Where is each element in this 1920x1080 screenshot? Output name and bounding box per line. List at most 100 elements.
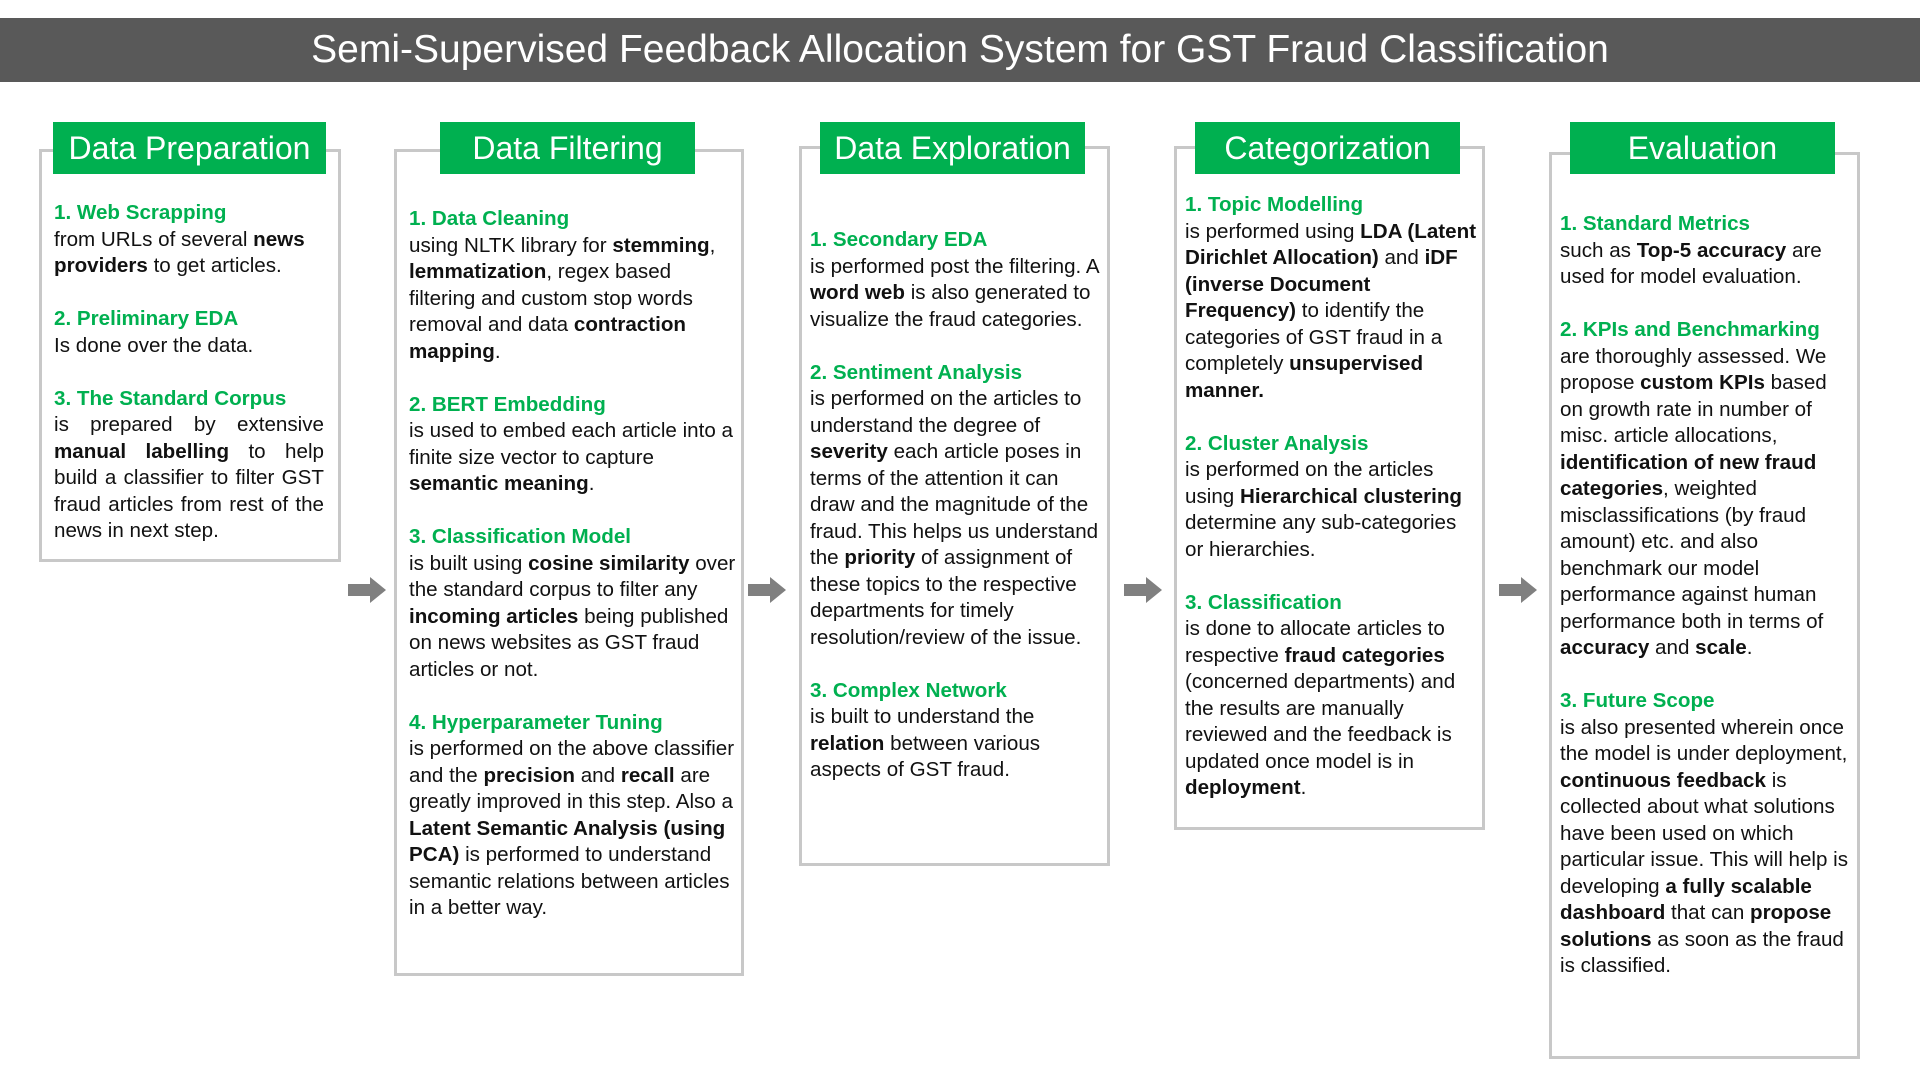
section-text-bold: scale [1695,636,1747,659]
section-text-bold: contraction mapping [409,313,686,363]
stage-section: 3. Classification Model is built using co… [409,524,739,683]
stage-body-categorization: 1. Topic Modelling is performed using LDA… [1185,192,1480,802]
section-text-bold: Latent Semantic Analysis (using PCA) [409,816,726,867]
section-text-bold: news providers [54,227,305,278]
section-text-run: is also presented wherein once the model… [1560,715,1848,766]
title-bar: Semi-Supervised Feedback Allocation Syst… [0,18,1920,82]
section-text-run: is collected about what solutions have b… [1560,768,1849,898]
section-text-run: over the standard corpus to filter any [409,551,736,602]
section-text-bold: Top-5 accuracy [1636,238,1787,262]
arrow-right-icon [348,577,386,603]
section-text-bold: severity [810,440,888,463]
section-text-run: of assignment of these topics to the res… [810,546,1082,649]
section-text-bold: word web [810,281,905,304]
section-text-bold: fraud categories [1284,643,1445,667]
section-text-bold: propose solutions [1560,901,1832,951]
stage-section: 2. Sentiment Analysis is performed on the… [810,360,1102,652]
section-title: 3. Classification [1185,590,1342,614]
section-text: is built to understand the relation betw… [810,704,1102,784]
stage-section: 2. Cluster Analysis is performed on the a… [1185,431,1480,564]
section-text-run: such as [1560,238,1637,262]
section-text-run: to identify the categories of GST fraud … [1185,299,1443,375]
section-text-run: to get articles. [147,254,282,277]
section-text-bold: Hierarchical clustering [1239,484,1463,508]
section-text-bold: priority [844,546,916,569]
section-title: 3. Complex Network [810,678,1007,702]
section-text-run: based on growth rate in number of misc. … [1560,371,1827,447]
section-text-run: are greatly improved in this step. Also … [409,763,733,814]
section-text-bold: LDA (Latent Dirichlet Allocation) [1185,219,1477,270]
stage-card-evaluation [1549,152,1860,1059]
section-title: 4. Hyperparameter Tuning [409,710,663,734]
stage-section: 3. Future Scope is also presented wherein… [1560,688,1850,980]
stage-section: 2. Preliminary EDA Is done over the data. [54,306,324,359]
section-text: is performed on the articles using Hiera… [1185,457,1480,563]
stage-section: 2. KPIs and Benchmarking are thoroughly a… [1560,317,1850,662]
section-text: is performed on the articles to understa… [810,386,1102,651]
section-text-bold: iDF (inverse Document Frequency) [1185,246,1458,322]
stage-section: 1. Secondary EDA is performed post the fi… [810,227,1102,333]
stage-section: 2. BERT Embedding is used to embed each a… [409,392,739,498]
stage-section: 1. Standard Metrics such as Top-5 accurac… [1560,211,1850,291]
section-text-bold: precision [483,763,575,787]
section-text-run: are used for model evaluation. [1560,238,1822,289]
section-text: are thoroughly assessed. We propose cust… [1560,344,1850,662]
section-title: 3. The Standard Corpus [54,386,287,410]
section-text-run: determine any sub-categories or hierarch… [1185,511,1457,561]
section-text-bold: cosine similarity [528,551,690,575]
section-text: is built using cosine similarity over th… [409,551,739,684]
section-text-run: . [588,472,595,495]
section-text-run: is used to embed each article into a fin… [409,419,733,469]
section-text-run: is performed post the filtering. A [810,254,1099,278]
section-text-run: between various aspects of GST fraud. [810,731,1041,782]
stage-heading-data-preparation: Data Preparation [53,122,326,174]
section-title: 1. Data Cleaning [409,207,570,230]
section-text-run: is prepared by extensive [54,413,324,436]
stage-card-data-exploration [799,146,1110,866]
stage-heading-data-exploration: Data Exploration [820,122,1085,174]
section-text-bold: lemmatization [409,260,547,283]
section-title: 1. Topic Modelling [1185,193,1364,216]
section-title: 2. Cluster Analysis [1185,431,1369,455]
stage-heading-categorization: Categorization [1195,122,1460,174]
section-text: is performed using LDA (Latent Dirichlet… [1185,219,1480,405]
section-title: 3. Classification Model [409,525,632,548]
section-title: 2. KPIs and Benchmarking [1560,318,1820,341]
section-text: is prepared by extensive manual labellin… [54,412,324,545]
section-text-bold: relation [810,731,885,755]
stage-body-data-preparation: 1. Web Scrapping from URLs of several new… [54,200,324,545]
stage-section: 3. The Standard Corpus is prepared by ext… [54,386,324,545]
section-text-run: , regex based filtering and custom stop … [409,260,693,336]
section-text-bold: custom KPIs [1640,371,1765,394]
section-text: Is done over the data. [54,333,324,360]
section-text-run: is performed using [1185,219,1361,243]
stage-body-evaluation: 1. Standard Metrics such as Top-5 accurac… [1560,211,1850,980]
section-text-run: is built to understand the [810,705,1035,728]
section-text-run: , weighted misclassifications (by fraud … [1560,477,1824,633]
stage-body-data-exploration: 1. Secondary EDA is performed post the fi… [810,227,1102,784]
section-text-run: using NLTK library for [409,233,613,257]
section-text-bold: identification of new fraud categories [1560,450,1817,501]
arrow-right-icon [748,577,786,603]
section-text-bold: semantic meaning [409,472,589,495]
section-text-bold: accuracy [1560,636,1650,659]
section-text-bold: deployment [1185,776,1301,799]
section-text-run: , [709,233,716,257]
section-title: 1. Secondary EDA [810,228,988,251]
section-text: is used to embed each article into a fin… [409,418,739,498]
section-text-run: each article poses in terms of the atten… [810,440,1099,569]
section-text: from URLs of several news providers to g… [54,227,324,280]
stage-heading-data-filtering: Data Filtering [440,122,695,174]
arrow-right-icon [1124,577,1162,603]
stage-card-data-preparation [39,149,341,562]
section-text-run: and [1378,246,1425,269]
section-text-run: . [1746,636,1753,659]
section-text-run: is performed on the above classifier and… [409,737,735,787]
section-text-run: is done to allocate articles to respecti… [1185,617,1445,667]
section-text: such as Top-5 accuracy are used for mode… [1560,238,1850,291]
section-title: 1. Web Scrapping [54,201,227,224]
section-text-run: as soon as the fraud is classified. [1560,927,1844,978]
section-text-run: that can [1665,901,1750,924]
section-text-run: from URLs of several [54,227,254,251]
section-title: 3. Future Scope [1560,689,1715,712]
